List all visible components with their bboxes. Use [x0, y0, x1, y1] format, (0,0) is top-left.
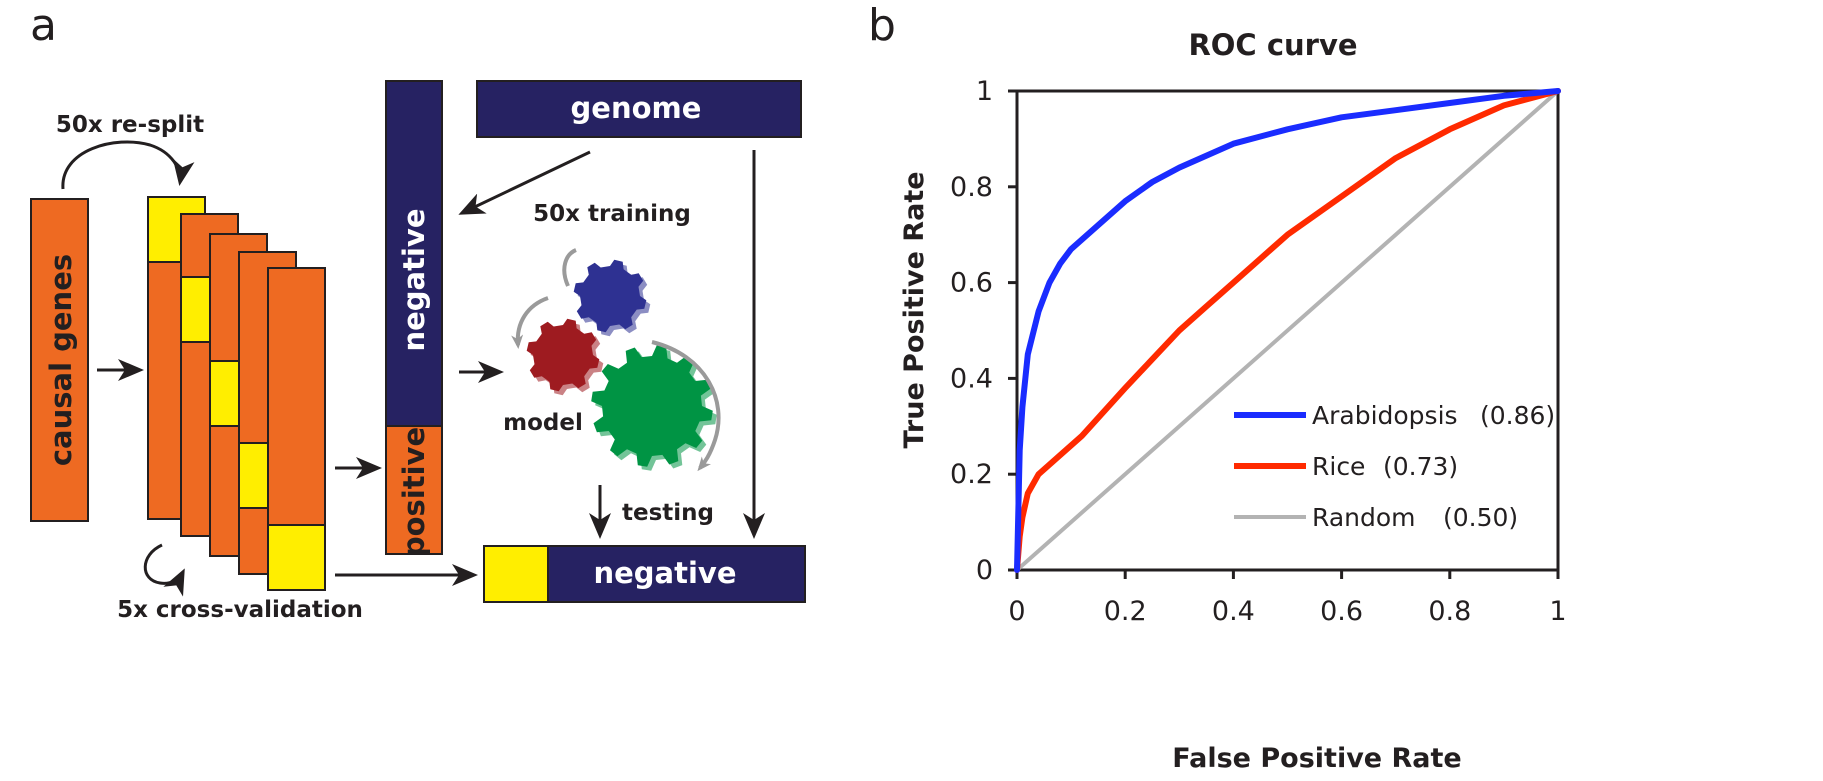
resplit-arrow [61, 140, 195, 190]
positive-training-block [385, 425, 443, 555]
y-tick-label: 0.2 [950, 459, 993, 490]
roc-plot-area: 0 0.2 0.4 0.6 0.8 1 0 0.2 0.4 0.6 0.8 1 [950, 76, 1567, 627]
y-tick-label: 0.6 [950, 268, 993, 299]
rotation-arrow [651, 340, 721, 472]
genome-block [476, 80, 802, 138]
legend-score-random: (0.50) [1443, 503, 1518, 532]
x-axis-label: False Positive Rate [1172, 743, 1462, 774]
negative-vertical-label: negative [397, 208, 431, 351]
legend-label-rice: Rice [1312, 452, 1365, 481]
y-tick-label: 1 [976, 76, 993, 107]
x-tick-label: 0.2 [1104, 596, 1147, 627]
legend: Arabidopsis (0.86) Rice (0.73) Random (0… [1234, 401, 1555, 532]
test-positive-block [483, 545, 549, 603]
x-tick-label: 0 [1008, 596, 1025, 627]
genome-to-negative-arrow [458, 150, 591, 215]
legend-score-arabidopsis: (0.86) [1480, 401, 1555, 430]
causal-genes-block [30, 198, 89, 522]
training-label: 50x training [533, 201, 691, 227]
legend-score-rice: (0.73) [1383, 452, 1458, 481]
green-gear-icon [591, 345, 713, 467]
model-label: model [503, 410, 583, 436]
negative-bottom-label: negative [593, 556, 736, 590]
cross-validation-label: 5x cross-validation [117, 597, 363, 623]
cv-fold [267, 267, 326, 591]
y-tick-label: 0 [976, 555, 993, 586]
roc-series-random [1015, 89, 1560, 572]
genome-label: genome [571, 91, 702, 125]
cv-fold-stack [147, 196, 326, 591]
x-tick-label: 0.6 [1320, 596, 1363, 627]
x-tick-label: 1 [1549, 596, 1566, 627]
rotation-arrow [511, 296, 549, 349]
roc-series-arabidopsis [1014, 88, 1561, 573]
x-tick-label: 0.4 [1212, 596, 1255, 627]
x-tick-label: 0.8 [1428, 596, 1471, 627]
panel-b: b ROC curve False Positive Rate True Pos… [868, 0, 1567, 774]
causal-genes-label: causal genes [44, 254, 78, 466]
chart-title: ROC curve [1188, 28, 1357, 62]
blue-gear-icon [573, 259, 647, 333]
negative-training-block [385, 80, 443, 427]
cross-validation-arrow [143, 543, 185, 597]
gear-cluster [526, 259, 717, 471]
test-negative-block [547, 545, 806, 603]
positive-vertical-label: positive [397, 427, 431, 557]
testing-label: testing [622, 500, 714, 526]
red-gear-icon [526, 318, 600, 392]
panel-a-label: a [30, 0, 57, 51]
plot-frame [1015, 89, 1560, 572]
panel-b-label: b [868, 0, 896, 51]
legend-label-random: Random [1312, 503, 1416, 532]
resplit-label: 50x re-split [56, 112, 204, 138]
y-tick-label: 0.8 [950, 172, 993, 203]
roc-series-rice [1014, 88, 1561, 573]
legend-label-arabidopsis: Arabidopsis [1312, 401, 1458, 430]
y-axis-label: True Positive Rate [899, 171, 930, 448]
y-tick-label: 0.4 [950, 363, 993, 394]
panel-a: a causal genes 50x re-split [30, 0, 806, 623]
rotation-arrow [562, 248, 577, 287]
